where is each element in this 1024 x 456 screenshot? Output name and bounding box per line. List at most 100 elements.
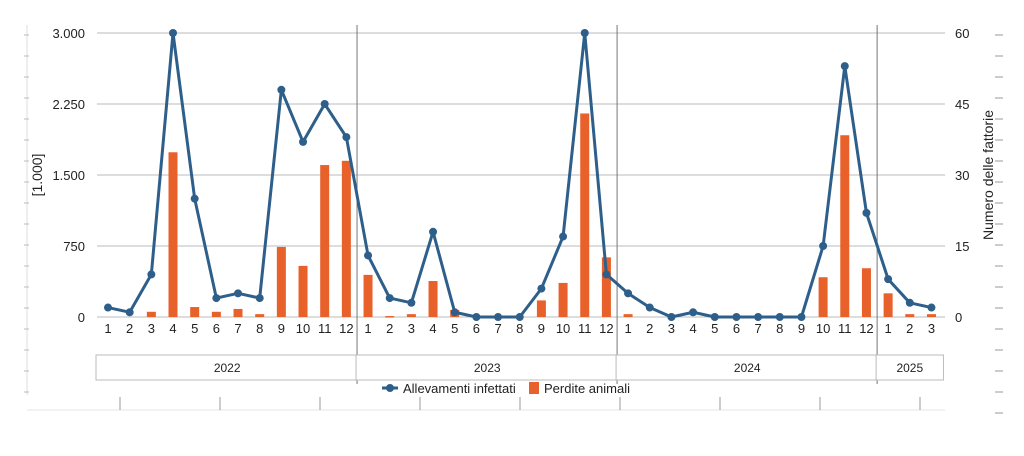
data-point — [732, 313, 741, 321]
data-point — [125, 308, 134, 317]
data-point — [299, 137, 308, 146]
month-label: 9 — [798, 321, 805, 336]
data-point — [819, 242, 828, 250]
bar — [536, 300, 546, 317]
month-label: 3 — [668, 321, 675, 336]
data-point — [689, 308, 698, 317]
month-label: 3 — [928, 321, 935, 336]
month-label: 1 — [624, 321, 631, 336]
month-label: 6 — [213, 321, 220, 336]
month-label: 6 — [733, 321, 740, 336]
data-point — [624, 289, 633, 298]
data-point — [840, 62, 849, 71]
data-point — [255, 294, 264, 303]
legend-line-dot — [386, 384, 394, 392]
bar — [861, 268, 871, 317]
month-label: 1 — [885, 321, 892, 336]
bar — [276, 246, 286, 317]
bar — [926, 314, 936, 317]
month-label: 4 — [429, 321, 436, 336]
bar — [558, 282, 568, 317]
legend-label-allevamenti: Allevamenti infettati — [403, 381, 516, 396]
data-point — [797, 313, 806, 321]
data-point — [494, 313, 503, 321]
month-label: 10 — [816, 321, 830, 336]
bar — [146, 311, 156, 317]
month-label: 8 — [516, 321, 523, 336]
data-point — [580, 29, 589, 37]
month-label: 7 — [494, 321, 501, 336]
data-point — [754, 313, 763, 321]
data-point — [602, 270, 611, 279]
month-label: 7 — [234, 321, 241, 336]
data-point — [429, 227, 438, 236]
year-box — [615, 354, 879, 381]
bar — [190, 307, 200, 317]
data-point — [277, 85, 286, 94]
month-label: 6 — [473, 321, 480, 336]
month-label: 2 — [386, 321, 393, 336]
month-label: 2 — [126, 321, 133, 336]
data-point — [775, 313, 784, 321]
right-axis-title: Numero delle fattorie — [980, 110, 996, 240]
right-tick-label: 0 — [955, 310, 962, 325]
right-tick-label: 30 — [955, 168, 969, 183]
bar-series-perdite-animali — [146, 113, 936, 318]
month-label: 10 — [296, 321, 310, 336]
bar — [255, 314, 265, 317]
month-label: 1 — [364, 321, 371, 336]
bar — [905, 314, 915, 317]
month-label: 3 — [408, 321, 415, 336]
data-point — [190, 194, 199, 203]
left-tick-label: 1.500 — [52, 168, 85, 183]
left-axis: 0 750 1.500 2.250 3.000 — [52, 26, 85, 325]
bar — [623, 314, 633, 317]
year-box — [875, 354, 944, 381]
left-tick-label: 0 — [78, 310, 85, 325]
month-label: 5 — [451, 321, 458, 336]
data-point — [364, 251, 373, 260]
bar — [363, 274, 373, 317]
month-label: 2 — [646, 321, 653, 336]
year-label: 2024 — [734, 361, 761, 375]
bar — [428, 281, 438, 317]
month-label: 2 — [906, 321, 913, 336]
year-label: 2025 — [896, 361, 923, 375]
data-point — [407, 298, 416, 307]
data-point — [927, 303, 936, 312]
bar — [211, 311, 221, 317]
year-box — [95, 354, 359, 381]
line-series-allevamenti-infettati — [104, 29, 936, 321]
data-point — [472, 313, 481, 321]
data-point — [515, 313, 524, 321]
data-point — [450, 308, 459, 317]
data-point — [169, 29, 178, 37]
data-point — [667, 313, 676, 321]
bar — [840, 135, 850, 317]
year-label: 2023 — [474, 361, 501, 375]
month-label: 5 — [711, 321, 718, 336]
data-point — [862, 208, 871, 217]
data-point — [884, 275, 893, 284]
bar — [168, 152, 178, 317]
month-label: 4 — [689, 321, 696, 336]
month-label: 9 — [538, 321, 545, 336]
right-tick-label: 60 — [955, 26, 969, 41]
right-tick-label: 15 — [955, 239, 969, 254]
year-label: 2022 — [214, 361, 241, 375]
month-label: 9 — [278, 321, 285, 336]
bar — [601, 257, 611, 317]
left-axis-title: [1.000] — [29, 154, 45, 197]
data-point — [234, 289, 243, 298]
bar — [580, 113, 590, 317]
bar — [233, 308, 243, 317]
bar — [298, 265, 308, 317]
data-point — [559, 232, 568, 241]
month-label: 1 — [104, 321, 111, 336]
bar — [320, 165, 330, 317]
left-tick-label: 750 — [63, 239, 85, 254]
right-axis: 0 15 30 45 60 — [955, 26, 969, 325]
bar — [406, 314, 416, 317]
month-label: 4 — [169, 321, 176, 336]
